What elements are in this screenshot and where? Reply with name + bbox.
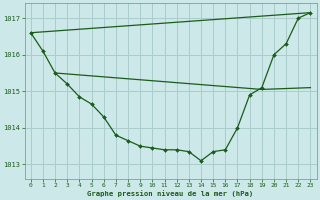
X-axis label: Graphe pression niveau de la mer (hPa): Graphe pression niveau de la mer (hPa) (87, 190, 254, 197)
